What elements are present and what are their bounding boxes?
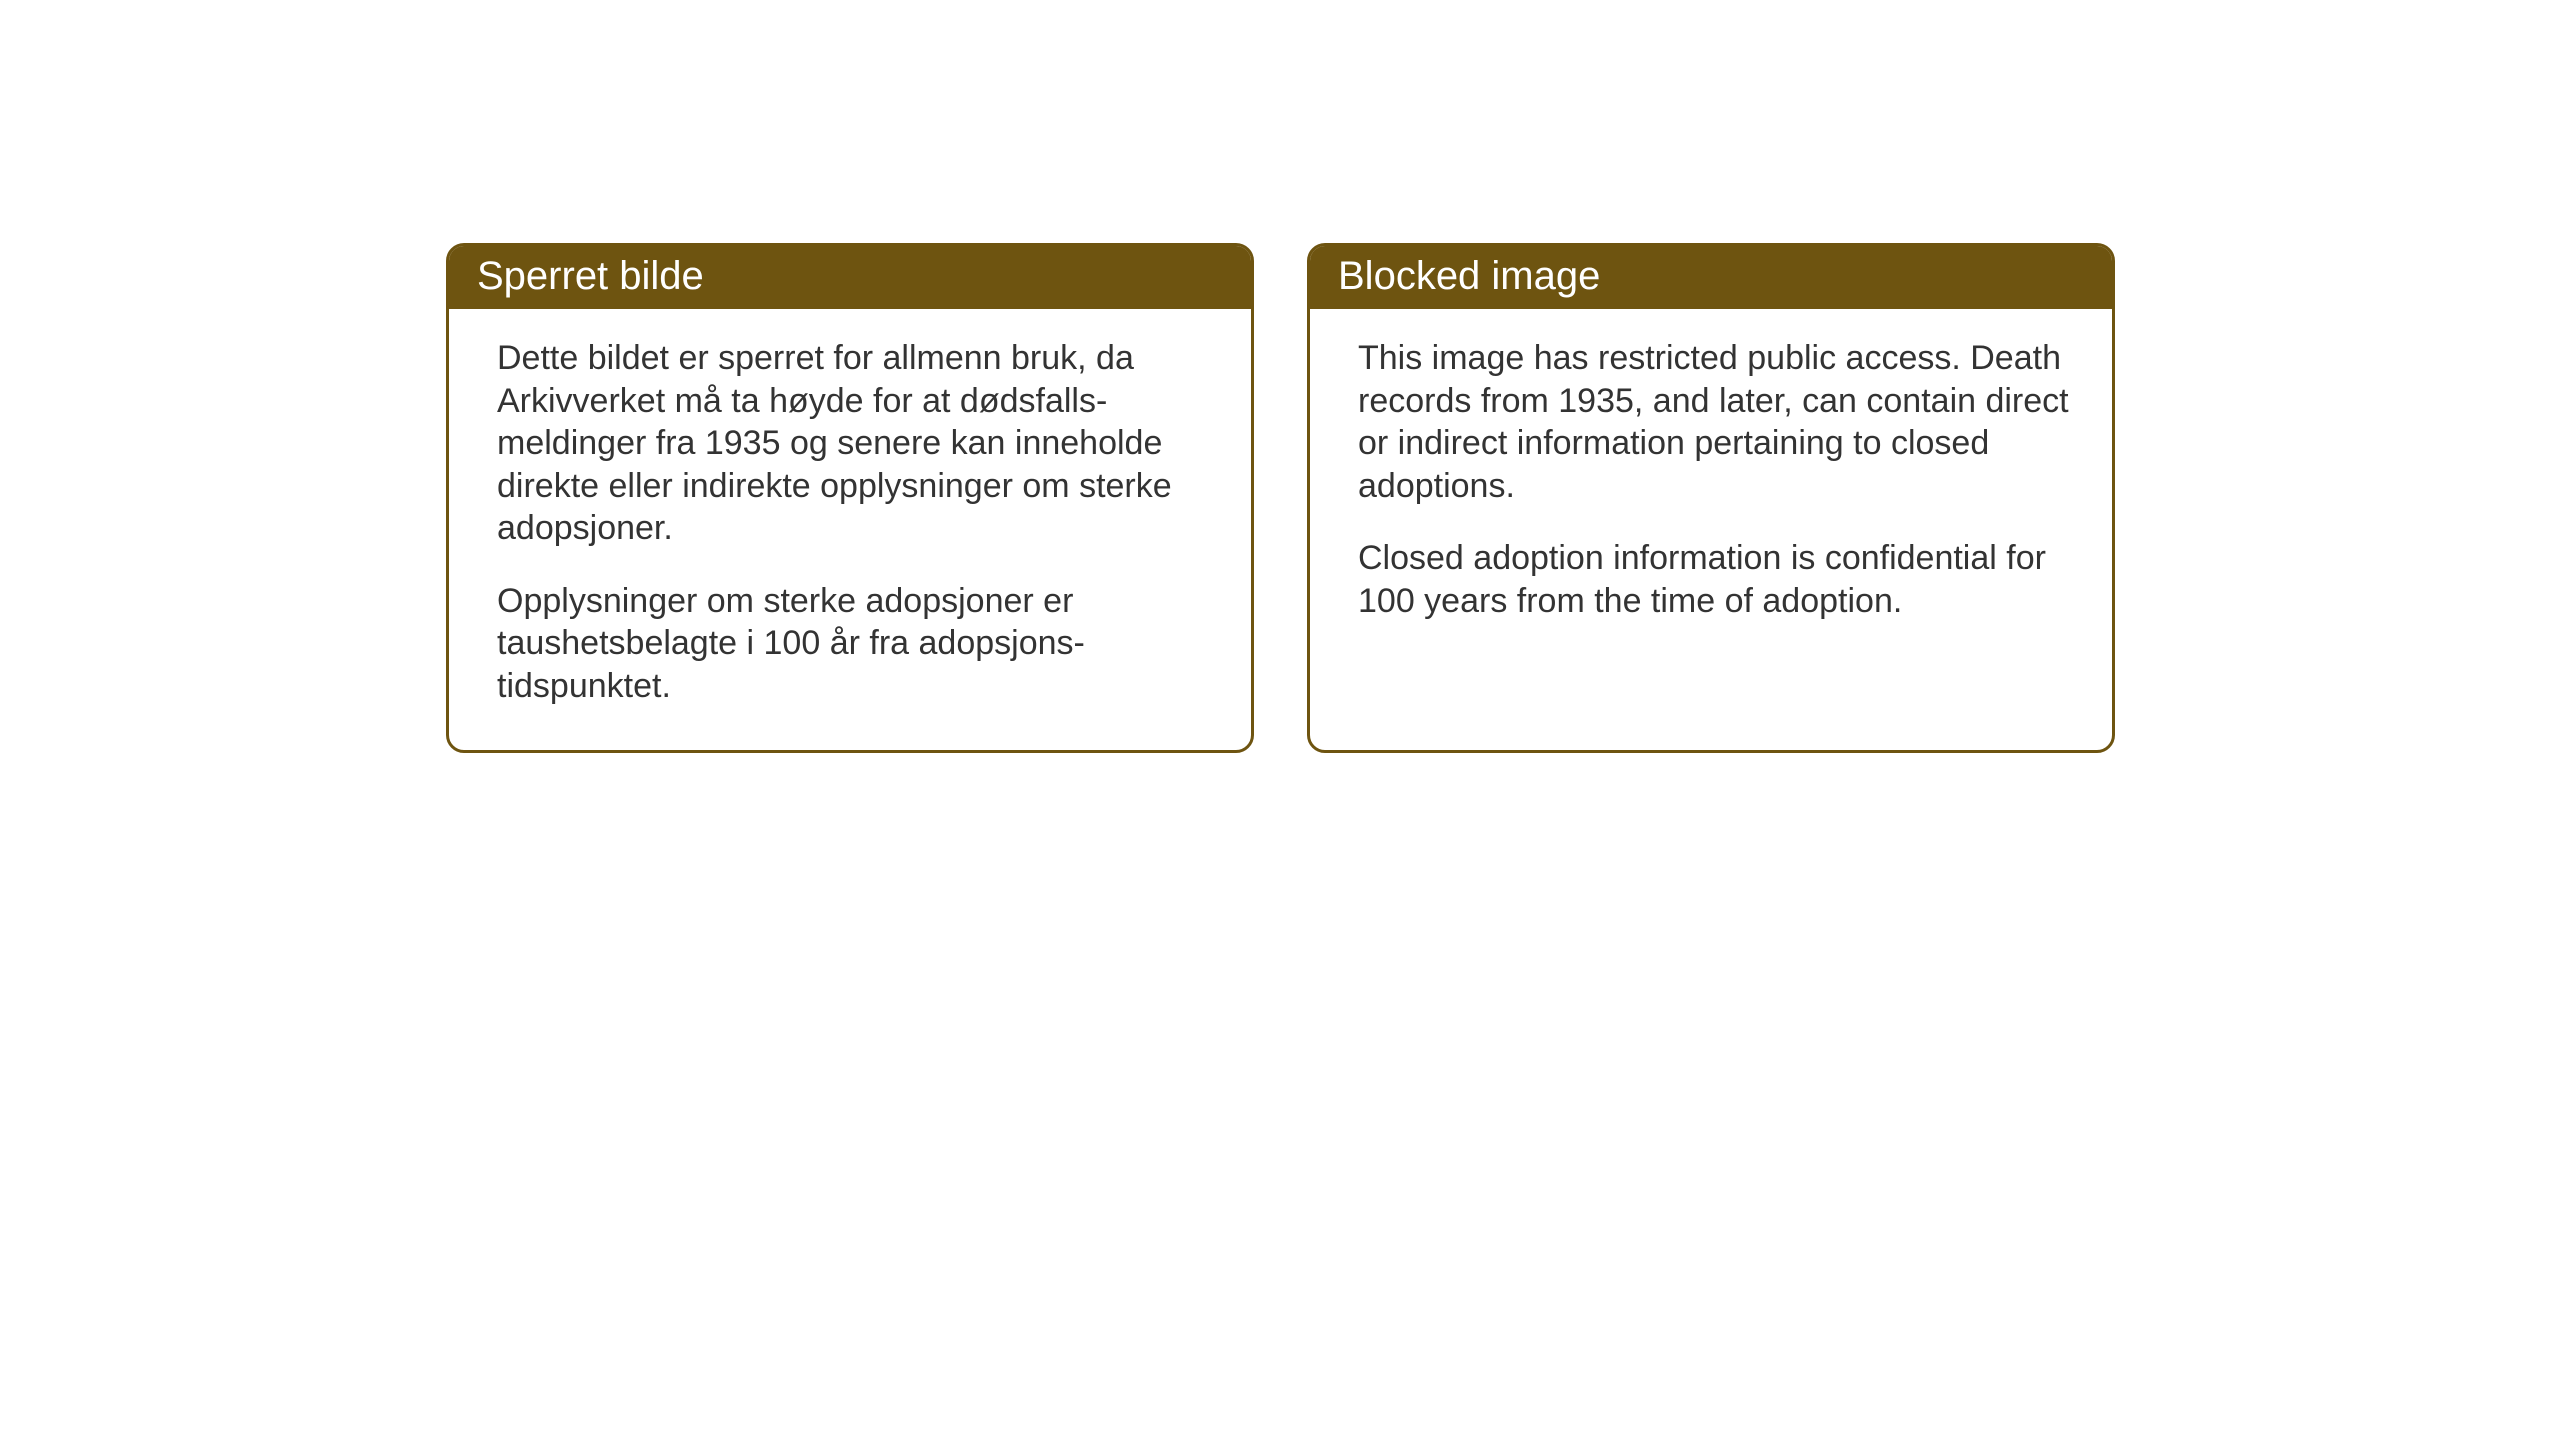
card-title-english: Blocked image (1338, 254, 1600, 298)
card-body-norwegian: Dette bildet er sperret for allmenn bruk… (449, 309, 1251, 743)
notice-card-norwegian: Sperret bilde Dette bildet er sperret fo… (446, 243, 1254, 753)
card-paragraph-norwegian-2: Opplysninger om sterke adopsjoner er tau… (497, 580, 1215, 708)
card-paragraph-english-2: Closed adoption information is confident… (1358, 537, 2076, 622)
notice-cards-container: Sperret bilde Dette bildet er sperret fo… (446, 243, 2115, 753)
card-paragraph-norwegian-1: Dette bildet er sperret for allmenn bruk… (497, 337, 1215, 550)
card-body-english: This image has restricted public access.… (1310, 309, 2112, 658)
notice-card-english: Blocked image This image has restricted … (1307, 243, 2115, 753)
card-header-english: Blocked image (1310, 246, 2112, 309)
card-title-norwegian: Sperret bilde (477, 254, 704, 298)
card-header-norwegian: Sperret bilde (449, 246, 1251, 309)
card-paragraph-english-1: This image has restricted public access.… (1358, 337, 2076, 507)
